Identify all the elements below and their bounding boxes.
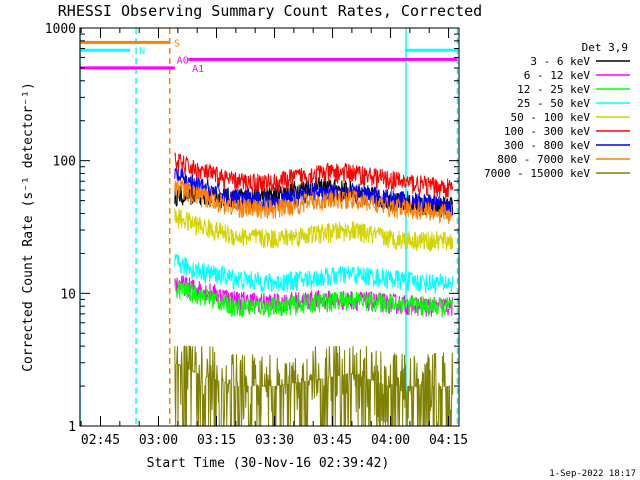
flag-label-a0: A0 xyxy=(177,55,189,66)
legend-title: Det 3,9 xyxy=(582,41,628,54)
footer-date: 1-Sep-2022 18:17 xyxy=(549,469,636,479)
legend-label-3: 25 - 50 keV xyxy=(517,97,590,110)
series-line-4 xyxy=(174,208,454,252)
flag-label-a1: A1 xyxy=(192,64,204,75)
y-tick-label-3: 1000 xyxy=(45,22,76,37)
x-axis-label: Start Time (30-Nov-16 02:39:42) xyxy=(147,456,390,471)
x-tick-label-2: 03:15 xyxy=(197,433,236,448)
y-axis-label: Corrected Count Rate (s⁻¹ detector⁻¹) xyxy=(21,82,36,372)
legend-label-6: 300 - 800 keV xyxy=(504,139,590,152)
series-line-2 xyxy=(174,279,454,318)
series-line-3 xyxy=(174,254,454,294)
x-tick-label-4: 03:45 xyxy=(313,433,352,448)
flag-label-s: S xyxy=(174,38,180,49)
legend-label-5: 100 - 300 keV xyxy=(504,125,590,138)
legend-label-8: 7000 - 15000 keV xyxy=(484,167,590,180)
x-tick-label-3: 03:30 xyxy=(255,433,294,448)
legend-label-7: 800 - 7000 keV xyxy=(497,153,590,166)
x-tick-label-0: 02:45 xyxy=(81,433,120,448)
data-series xyxy=(174,152,454,427)
plot-frame xyxy=(79,27,460,427)
x-tick-label-5: 04:00 xyxy=(371,433,410,448)
legend-label-1: 6 - 12 keV xyxy=(524,69,591,82)
axes: 1 10 100 1000 02:45 03:00 03:15 03:30 03:45 04:00… xyxy=(45,22,468,448)
y-tick-label-0: 1 xyxy=(68,420,76,435)
series-line-5 xyxy=(174,152,454,199)
y-tick-label-1: 10 xyxy=(60,287,76,302)
y-tick-label-2: 100 xyxy=(53,155,76,170)
legend-label-4: 50 - 100 keV xyxy=(511,111,591,124)
x-tick-label-6: 04:15 xyxy=(429,433,468,448)
chart-title: RHESSI Observing Summary Count Rates, Co… xyxy=(58,2,482,20)
legend-label-0: 3 - 6 keV xyxy=(530,55,590,68)
series-line-7 xyxy=(174,178,454,224)
flag-label-n: N xyxy=(139,46,145,57)
legend-label-2: 12 - 25 keV xyxy=(517,83,590,96)
x-tick-label-1: 03:00 xyxy=(139,433,178,448)
